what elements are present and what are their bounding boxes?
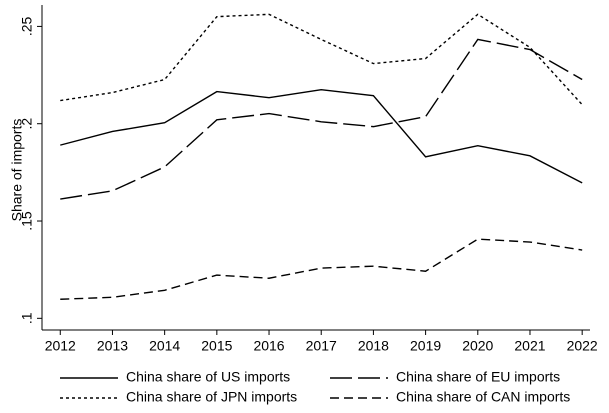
y-tick-label: .15 bbox=[19, 211, 35, 231]
x-tick-label: 2018 bbox=[358, 338, 389, 354]
y-tick-label: .2 bbox=[19, 118, 35, 130]
x-tick-label: 2013 bbox=[97, 338, 128, 354]
series-line bbox=[60, 13, 583, 106]
x-tick-label: 2016 bbox=[253, 338, 284, 354]
series-line bbox=[60, 88, 583, 184]
series-line bbox=[60, 38, 583, 200]
x-tick-label: 2022 bbox=[567, 338, 598, 354]
y-tick-label: .1 bbox=[19, 312, 35, 324]
series-line bbox=[60, 238, 583, 300]
x-tick-label: 2020 bbox=[462, 338, 493, 354]
y-axis-label: Share of imports bbox=[9, 119, 25, 222]
x-tick-label: 2019 bbox=[410, 338, 441, 354]
x-tick-label: 2021 bbox=[514, 338, 545, 354]
x-tick-label: 2014 bbox=[149, 338, 180, 354]
legend-label: China share of JPN imports bbox=[126, 389, 297, 405]
x-tick-label: 2017 bbox=[306, 338, 337, 354]
legend-label: China share of CAN imports bbox=[396, 389, 570, 405]
legend-label: China share of US imports bbox=[126, 369, 290, 385]
legend-label: China share of EU imports bbox=[396, 369, 560, 385]
y-tick-label: .25 bbox=[19, 16, 35, 36]
x-tick-label: 2012 bbox=[45, 338, 76, 354]
x-tick-label: 2015 bbox=[201, 338, 232, 354]
